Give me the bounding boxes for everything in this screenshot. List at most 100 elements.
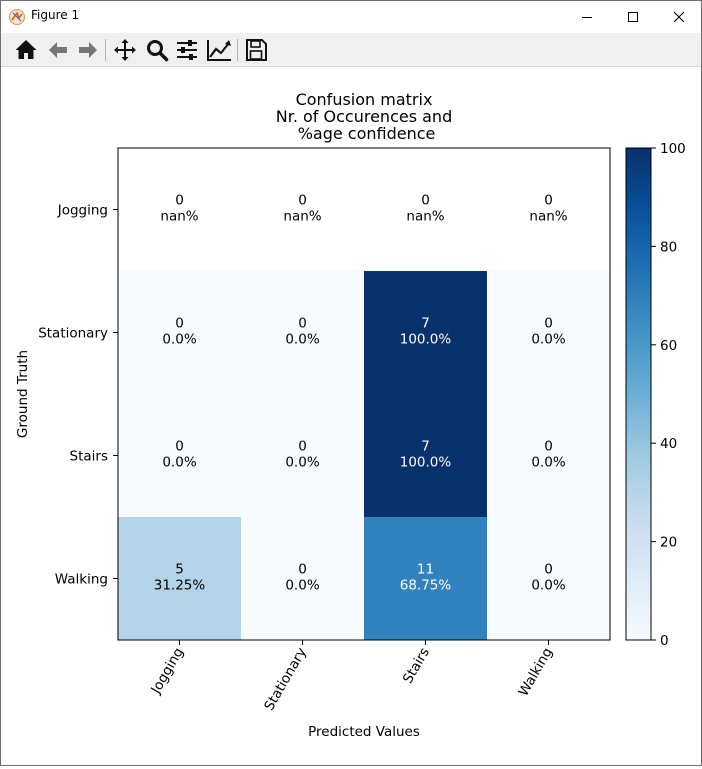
heatmap-cell: [487, 148, 611, 272]
heatmap-cell: [241, 517, 365, 641]
cell-percent-label: 0.0%: [531, 578, 565, 594]
maximize-button[interactable]: [610, 1, 656, 32]
back-button[interactable]: [44, 36, 72, 64]
cell-count-label: 5: [175, 562, 184, 578]
y-tick-label: Walking: [55, 572, 108, 588]
colorbar-tick-label: 100: [660, 141, 686, 157]
edit-axis-icon: [207, 40, 231, 61]
heatmap-cell: [364, 394, 488, 518]
cell-count-label: 11: [417, 562, 434, 578]
cell-count-label: 0: [175, 439, 184, 455]
chart-title-line: Confusion matrix: [296, 90, 433, 109]
zoom-button[interactable]: [143, 36, 171, 64]
y-tick-label: Stationary: [38, 326, 108, 342]
home-icon: [15, 40, 37, 59]
cell-percent-label: 0.0%: [162, 455, 196, 471]
window-title: Figure 1: [31, 8, 80, 22]
figure-canvas[interactable]: 0 nan% 0 nan% 0 nan% 0 nan% 0 0.0% 0 0.0% 7 100.0% 0 0.…: [1, 67, 701, 765]
colorbar-tick-label: 0: [660, 633, 669, 649]
forward-button[interactable]: [74, 36, 102, 64]
cell-count-label: 0: [298, 193, 307, 209]
navigation-toolbar: [1, 33, 701, 67]
y-axis-label: Ground Truth: [15, 350, 31, 438]
cell-percent-label: nan%: [406, 209, 444, 225]
cell-percent-label: 0.0%: [285, 578, 319, 594]
home-button[interactable]: [12, 36, 40, 64]
x-axis-label: Predicted Values: [308, 724, 420, 740]
cell-count-label: 0: [544, 316, 553, 332]
cell-count-label: 0: [544, 193, 553, 209]
cell-count-label: 0: [175, 316, 184, 332]
cell-count-label: 0: [298, 316, 307, 332]
colorbar-tick-label: 40: [660, 436, 677, 452]
minimize-icon: [582, 16, 592, 18]
cell-percent-label: 0.0%: [285, 332, 319, 348]
save-button[interactable]: [242, 36, 270, 64]
chart-title-line: Nr. of Occurences and: [276, 107, 452, 126]
minimize-button[interactable]: [564, 1, 610, 32]
heatmap-cell: [118, 148, 242, 272]
configure-subplots-button[interactable]: [173, 36, 201, 64]
confusion-matrix-chart: 0nan%0nan%0nan%0nan%00.0%00.0%7100.0%00.…: [15, 90, 686, 740]
heatmap-cell: [241, 394, 365, 518]
axes-frame: [117, 147, 611, 641]
x-tick-label: Walking: [516, 645, 556, 699]
y-tick-label: Jogging: [57, 203, 108, 219]
cell-count-label: 0: [175, 193, 184, 209]
back-icon: [49, 42, 67, 58]
save-icon: [246, 39, 267, 61]
colorbar-tick-label: 60: [660, 338, 677, 354]
app-icon: [9, 9, 25, 25]
cell-percent-label: 0.0%: [531, 455, 565, 471]
colorbar-tick-label: 80: [660, 239, 677, 255]
cell-percent-label: nan%: [529, 209, 567, 225]
cell-percent-label: 68.75%: [400, 578, 452, 594]
heatmap-cell: [364, 271, 488, 395]
close-button[interactable]: [656, 1, 702, 32]
toolbar-separator: [237, 39, 238, 61]
cell-percent-label: nan%: [160, 209, 198, 225]
colorbar-gradient: [626, 148, 651, 640]
cell-count-label: 7: [421, 316, 430, 332]
colorbar-frame: [625, 147, 652, 641]
cell-percent-label: 100.0%: [400, 332, 452, 348]
y-tick-label: Stairs: [70, 449, 108, 465]
cell-percent-label: 0.0%: [285, 455, 319, 471]
edit-axis-button[interactable]: [205, 36, 233, 64]
cell-count-label: 0: [544, 439, 553, 455]
x-tick-label: Jogging: [147, 645, 186, 697]
cell-percent-label: nan%: [283, 209, 321, 225]
heatmap-cell: [487, 271, 611, 395]
cell-count-label: 0: [298, 439, 307, 455]
heatmap-cell: [118, 517, 242, 641]
toolbar-separator: [105, 39, 106, 61]
maximize-icon: [628, 11, 638, 22]
heatmap-cell: [241, 271, 365, 395]
cell-percent-label: 0.0%: [531, 332, 565, 348]
chart-title-line: %age confidence: [293, 124, 436, 143]
cell-percent-label: 31.25%: [154, 578, 206, 594]
heatmap-cell: [487, 517, 611, 641]
heatmap-cell: [364, 148, 488, 272]
zoom-icon: [147, 40, 169, 62]
configure-subplots-icon: [177, 40, 197, 60]
cell-count-label: 0: [298, 562, 307, 578]
heatmap-cell: [241, 148, 365, 272]
cell-count-label: 0: [544, 562, 553, 578]
pan-button[interactable]: [111, 36, 139, 64]
cell-percent-label: 100.0%: [400, 455, 452, 471]
heatmap-cell: [487, 394, 611, 518]
cell-count-label: 0: [421, 193, 430, 209]
x-tick-label: Stationary: [261, 645, 310, 713]
heatmap-cell: [364, 517, 488, 641]
cell-percent-label: 0.0%: [162, 332, 196, 348]
heatmap-cell: [118, 394, 242, 518]
x-tick-label: Stairs: [400, 645, 433, 686]
colorbar-tick-label: 20: [660, 535, 677, 551]
forward-icon: [79, 42, 97, 58]
pan-icon: [114, 39, 136, 61]
cell-count-label: 7: [421, 439, 430, 455]
close-icon: [673, 11, 685, 22]
heatmap-cell: [118, 271, 242, 395]
title-bar[interactable]: Figure 1: [1, 1, 701, 32]
